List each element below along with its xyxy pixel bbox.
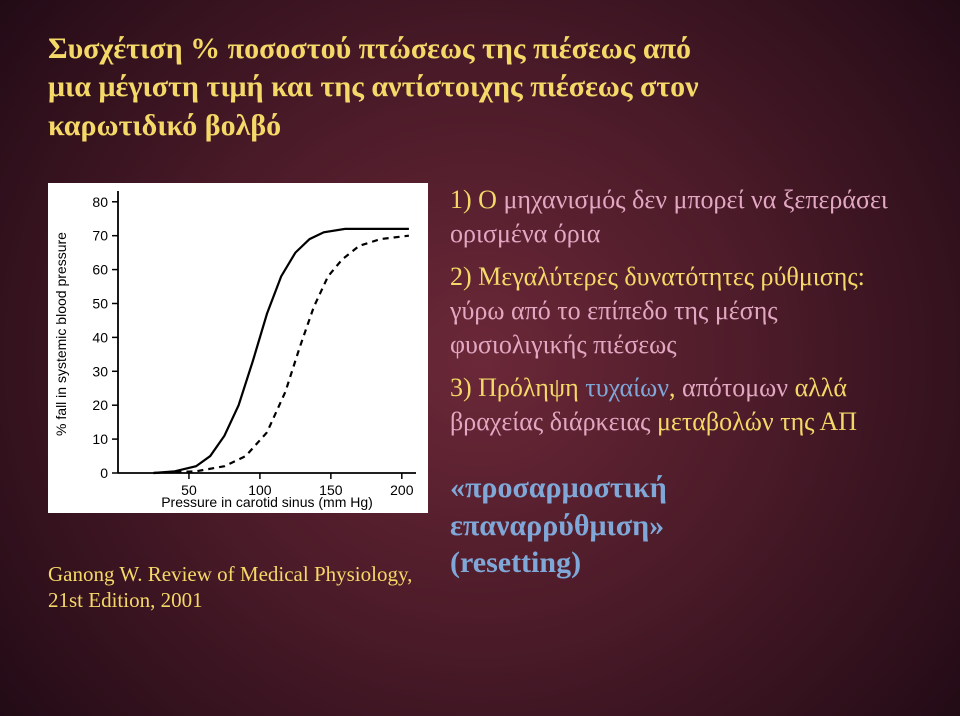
svg-text:80: 80 <box>92 194 108 210</box>
bullet-column: 1) Ο μηχανισμός δεν μπορεί να ξεπεράσει … <box>450 183 912 582</box>
svg-text:10: 10 <box>92 431 108 447</box>
resetting-line-2: επαναρρύθμιση» <box>450 509 664 542</box>
title-line-2: μια μέγιστη τιμή και της αντίστοιχης πιέ… <box>48 70 699 103</box>
content-row: 0102030405060708050100150200% fall in sy… <box>48 183 912 614</box>
svg-text:200: 200 <box>390 482 414 498</box>
point-1-highlight: μηχανισμός δεν μπορεί να ξεπεράσει ορισμ… <box>450 185 888 248</box>
svg-text:Pressure in carotid sinus (mm: Pressure in carotid sinus (mm Hg) <box>161 494 373 510</box>
point-2-prefix: 2) Μεγαλύτερες δυνατότητες ρύθμισης: <box>450 262 865 291</box>
point-2: 2) Μεγαλύτερες δυνατότητες ρύθμισης: γύρ… <box>450 260 912 363</box>
point-1-prefix: 1) Ο <box>450 185 503 214</box>
title-line-1: Συσχέτιση % ποσοστού πτώσεως της πιέσεως… <box>48 32 691 65</box>
point-3-mid: , <box>669 373 682 402</box>
chart-column: 0102030405060708050100150200% fall in sy… <box>48 183 428 614</box>
svg-text:0: 0 <box>100 465 108 481</box>
title-line-3: καρωτιδικό βολβό <box>48 109 281 142</box>
svg-text:70: 70 <box>92 228 108 244</box>
point-3: 3) Πρόληψη τυχαίων, απότομων αλλά βραχεί… <box>450 371 912 440</box>
point-3-hl2: βραχείας διάρκειας <box>450 407 650 436</box>
line-chart: 0102030405060708050100150200% fall in sy… <box>48 183 428 513</box>
resetting-line-1: «προσαρμοστική <box>450 471 667 504</box>
point-3-blue: τυχαίων <box>585 373 669 402</box>
slide-title: Συσχέτιση % ποσοστού πτώσεως της πιέσεως… <box>48 30 912 145</box>
caption-line-1: Ganong W. Review of Medical Physiology, <box>48 562 412 586</box>
point-3-hl1: απότομων <box>682 373 788 402</box>
point-3-post: μεταβολών της ΑΠ <box>650 407 857 436</box>
point-1: 1) Ο μηχανισμός δεν μπορεί να ξεπεράσει … <box>450 183 912 252</box>
chart-caption: Ganong W. Review of Medical Physiology, … <box>48 561 428 614</box>
point-3-mid2: αλλά <box>788 373 847 402</box>
resetting-block: «προσαρμοστική επαναρρύθμιση» (resetting… <box>450 469 912 582</box>
svg-text:20: 20 <box>92 397 108 413</box>
svg-text:% fall in systemic blood press: % fall in systemic blood pressure <box>53 232 69 436</box>
caption-line-2: 21st Edition, 2001 <box>48 588 203 612</box>
svg-text:40: 40 <box>92 330 108 346</box>
svg-text:30: 30 <box>92 363 108 379</box>
svg-text:50: 50 <box>92 296 108 312</box>
svg-text:60: 60 <box>92 262 108 278</box>
point-2-highlight: γύρω από το επίπεδο της μέσης φυσιολιγικ… <box>450 296 778 359</box>
point-3-prefix: 3) Πρόληψη <box>450 373 585 402</box>
resetting-line-3: (resetting) <box>450 546 581 579</box>
